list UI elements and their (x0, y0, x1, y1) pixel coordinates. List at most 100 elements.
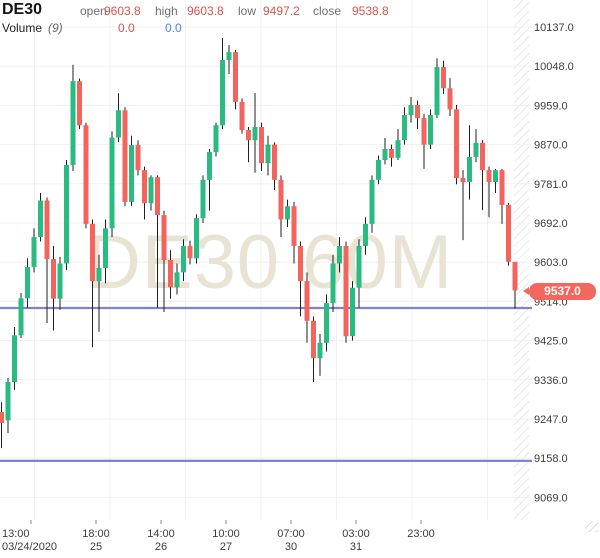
candle-body (226, 52, 232, 61)
candle-body (298, 245, 303, 282)
price-axis-label: 9870.0 (534, 140, 568, 152)
time-axis-label: 03:00 (342, 528, 370, 540)
future-area-hatch (514, 0, 529, 520)
candle-body (38, 200, 43, 238)
current-price-value: 9537.0 (544, 283, 581, 298)
candle-body (389, 149, 394, 158)
chart-header: DE30 open 9603.8 high 9603.8 low 9497.2 … (0, 0, 600, 36)
candle-body (116, 110, 121, 138)
candle-body (207, 152, 212, 180)
candle-body (252, 126, 258, 141)
price-axis-label: 10137.0 (534, 22, 574, 34)
candle-body (402, 115, 407, 141)
volume-value-1: 0.0 (118, 21, 135, 35)
candle-body (77, 81, 82, 126)
candle-body (285, 206, 290, 220)
candle-body (291, 206, 297, 246)
current-price-badge: 9537.0 (523, 282, 596, 300)
candle-body (187, 245, 193, 259)
candle-body (213, 125, 219, 153)
candle-body (447, 88, 453, 110)
open-label: open (80, 4, 107, 18)
price-axis-label: 9247.0 (534, 414, 568, 426)
date-axis-label: 31 (350, 541, 362, 553)
candle-body (174, 272, 180, 288)
candle-body (343, 245, 349, 337)
candle-body (259, 126, 264, 164)
candle-body (278, 179, 284, 220)
price-axis-label: 9959.0 (534, 100, 568, 112)
candle-body (317, 342, 323, 359)
candle-body (220, 60, 225, 126)
candle-body (506, 204, 511, 262)
candle-body (441, 67, 446, 89)
time-axis-label: 07:00 (277, 528, 305, 540)
candle-body (70, 81, 76, 165)
candle-body (122, 110, 128, 202)
date-axis-label: 27 (220, 541, 232, 553)
candle-body (12, 335, 17, 383)
candle-body (265, 144, 271, 164)
candle-body (363, 223, 368, 246)
time-axis-label: 10:00 (212, 528, 240, 540)
date-axis-label: 03/24/2020 (2, 541, 57, 553)
candle-body (382, 149, 388, 161)
price-axis-label: 9336.0 (534, 375, 568, 387)
price-axis-label: 9069.0 (534, 492, 568, 504)
candle-body (57, 263, 63, 299)
candle-body (83, 125, 89, 224)
candle-body (304, 281, 310, 321)
candle-body (161, 215, 167, 260)
price-axis-label: 9425.0 (534, 336, 568, 348)
candle-body (233, 52, 238, 102)
candle-body (486, 170, 492, 183)
candle-body (428, 115, 433, 145)
time-axis-label: 14:00 (147, 528, 175, 540)
volume-value-2: 0.0 (165, 21, 182, 35)
candle-body (155, 177, 160, 216)
date-axis-label: 30 (285, 541, 297, 553)
close-label: close (313, 4, 342, 18)
candle-body (421, 118, 427, 145)
candle-body (239, 101, 245, 131)
candle-body (0, 411, 4, 423)
candle-body (25, 267, 30, 299)
candle-body (480, 142, 485, 171)
price-axis-label: 9603.0 (534, 257, 568, 269)
candle-body (5, 382, 11, 421)
candle-body (499, 170, 505, 205)
candle-body (142, 170, 147, 204)
candle-body (415, 104, 420, 119)
candle-body (135, 145, 141, 171)
candle-body (90, 223, 95, 282)
candle-body (395, 140, 401, 158)
time-axis-label: 13:00 (2, 528, 30, 540)
price-axis-label: 10048.0 (534, 61, 574, 73)
candle-body (460, 178, 466, 183)
candle-body (246, 130, 251, 141)
date-axis-label: 25 (90, 541, 102, 553)
close-value: 9538.8 (352, 4, 389, 18)
candle-body (96, 267, 102, 282)
candle-body (356, 245, 362, 288)
candle-body (103, 228, 108, 268)
candle-body (311, 320, 316, 359)
candle-body (467, 156, 472, 183)
candle-body (272, 144, 277, 180)
candle-body (200, 179, 206, 219)
candle-body (194, 218, 199, 259)
symbol-label: DE30 (2, 1, 43, 18)
candle-body (18, 298, 24, 336)
candle-body (330, 263, 336, 304)
volume-indicator-period: (9) (48, 21, 63, 35)
volume-indicator-label: Volume (2, 21, 43, 35)
axis-corner-hatch (585, 521, 598, 532)
price-axis-label: 9158.0 (534, 453, 568, 465)
high-value: 9603.8 (187, 4, 224, 18)
candle-body (434, 67, 440, 116)
low-value: 9497.2 (263, 4, 300, 18)
candle-body (44, 200, 50, 260)
candle-body (376, 160, 381, 180)
